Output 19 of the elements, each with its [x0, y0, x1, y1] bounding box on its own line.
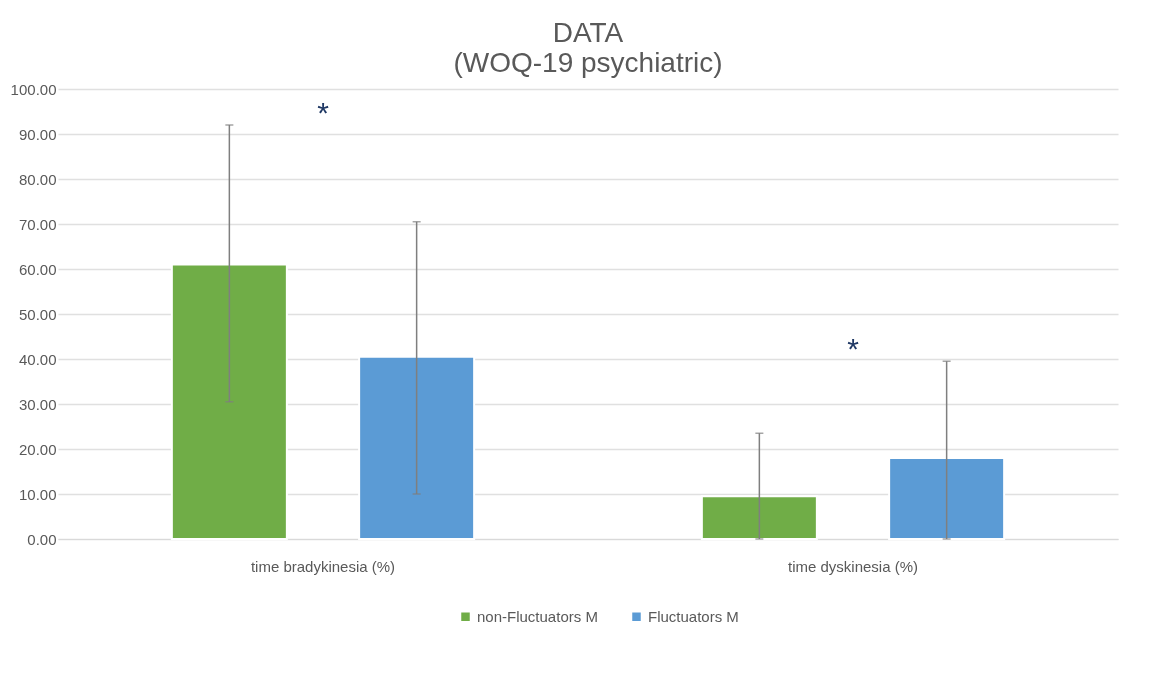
legend-label: non-Fluctuators M [477, 607, 598, 625]
y-tick-label: 20.00 [18, 440, 57, 458]
y-tick-label: 90.00 [18, 125, 57, 143]
y-tick-label: 50.00 [18, 305, 57, 323]
y-tick-label: 70.00 [18, 215, 57, 233]
y-tick-label: 100.00 [10, 80, 57, 98]
x-tick-label: time bradykinesia (%) [250, 557, 396, 575]
text: (WOQ-19 psychiatric) [453, 47, 723, 78]
y-tick-label: 30.00 [18, 395, 57, 413]
annotation: * [317, 96, 330, 129]
x-tick-label: time dyskinesia (%) [787, 557, 919, 575]
legend-label: Fluctuators M [648, 607, 739, 625]
y-tick-label: 40.00 [18, 350, 57, 368]
y-tick-label: 10.00 [18, 485, 57, 503]
text: DATA [552, 17, 624, 48]
y-tick-label: 60.00 [18, 260, 57, 278]
y-tick-label: 0.00 [27, 530, 57, 548]
annotation: * [847, 332, 860, 366]
y-tick-label: 80.00 [18, 170, 57, 188]
